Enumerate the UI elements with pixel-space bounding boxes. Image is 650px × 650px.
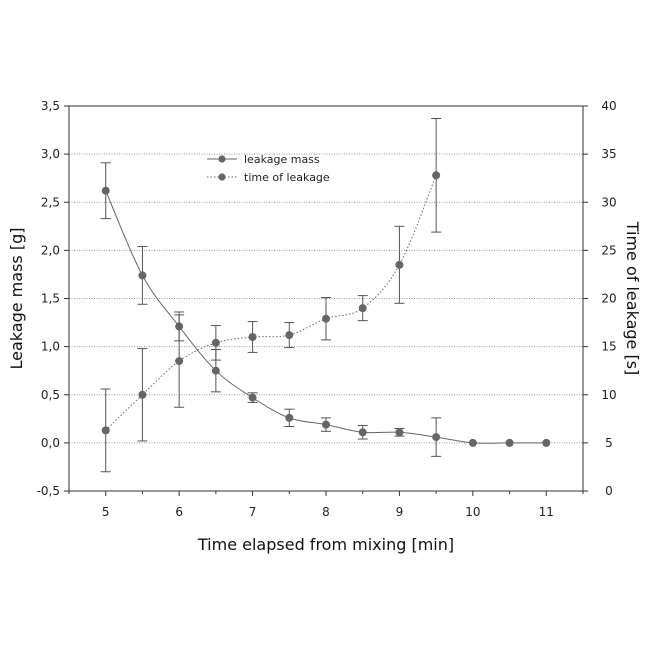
data-point bbox=[358, 428, 367, 437]
y2-tick-label: 0 bbox=[605, 484, 613, 498]
x-tick-label: 7 bbox=[249, 505, 257, 519]
legend-item-leakage-mass: leakage mass bbox=[207, 153, 320, 166]
y-tick-label: 1,5 bbox=[41, 292, 60, 306]
data-point bbox=[138, 390, 147, 399]
y2-tick-label: 25 bbox=[601, 243, 616, 257]
y-axis-label: Leakage mass [g] bbox=[7, 228, 26, 370]
data-point bbox=[285, 413, 294, 422]
x-tick-label: 8 bbox=[322, 505, 330, 519]
data-point bbox=[322, 420, 330, 429]
y2-tick-label: 40 bbox=[601, 99, 616, 113]
data-point bbox=[211, 338, 220, 347]
y2-tick-label: 10 bbox=[601, 388, 616, 402]
y-tick-label: 2,5 bbox=[41, 195, 60, 209]
y-axis-ticks: -0,5 0,0 0,5 1,0 1,5 2,0 2,5 3,0 3,5 bbox=[37, 99, 69, 498]
y-tick-label: 2,0 bbox=[41, 243, 60, 257]
legend-label-leakage-mass: leakage mass bbox=[244, 153, 320, 166]
y-tick-label: 0,5 bbox=[41, 388, 60, 402]
grid-lines bbox=[69, 153, 583, 444]
data-point bbox=[505, 438, 514, 447]
data-point bbox=[211, 366, 220, 375]
data-point bbox=[138, 271, 147, 280]
data-point bbox=[248, 333, 257, 341]
legend: leakage mass time of leakage bbox=[207, 153, 330, 184]
series-group bbox=[100, 118, 551, 473]
y2-tick-label: 35 bbox=[601, 147, 616, 161]
data-point bbox=[101, 426, 110, 435]
x-tick-label: 6 bbox=[175, 505, 183, 519]
y-tick-label: -0,5 bbox=[37, 484, 60, 498]
y2-tick-label: 5 bbox=[605, 436, 613, 450]
data-point bbox=[432, 171, 441, 180]
y2-tick-label: 20 bbox=[601, 292, 616, 306]
data-point bbox=[101, 186, 110, 195]
y-tick-label: 3,5 bbox=[41, 99, 60, 113]
series-1 bbox=[100, 118, 442, 473]
x-tick-label: 11 bbox=[539, 505, 554, 519]
legend-marker-time-of-leakage bbox=[218, 173, 226, 181]
data-point bbox=[322, 314, 330, 323]
y-tick-label: 3,0 bbox=[41, 147, 60, 161]
data-point bbox=[248, 393, 257, 402]
x-axis-label: Time elapsed from mixing [min] bbox=[197, 535, 454, 554]
series-line bbox=[105, 175, 437, 431]
series-0 bbox=[100, 162, 551, 457]
x-tick-label: 10 bbox=[465, 505, 480, 519]
y2-tick-label: 15 bbox=[601, 340, 616, 354]
x-tick-label: 9 bbox=[396, 505, 404, 519]
x-tick-label: 5 bbox=[102, 505, 110, 519]
x-axis-ticks: 5 6 7 8 9 10 11 bbox=[68, 491, 584, 519]
y-tick-label: 0,0 bbox=[41, 436, 60, 450]
legend-marker-leakage-mass bbox=[218, 155, 226, 163]
data-point bbox=[358, 304, 367, 313]
y2-axis-label: Time of leakage [s] bbox=[623, 221, 642, 376]
legend-label-time-of-leakage: time of leakage bbox=[244, 171, 330, 184]
data-point bbox=[542, 438, 551, 447]
data-point bbox=[395, 428, 404, 437]
data-point bbox=[285, 331, 294, 340]
data-point bbox=[468, 438, 477, 447]
data-point bbox=[175, 357, 184, 366]
data-point bbox=[395, 260, 404, 269]
legend-item-time-of-leakage: time of leakage bbox=[207, 171, 330, 184]
y2-axis-ticks: 0 5 10 15 20 25 30 35 40 bbox=[583, 99, 617, 498]
data-point bbox=[432, 433, 441, 442]
y2-tick-label: 30 bbox=[601, 195, 616, 209]
y-tick-label: 1,0 bbox=[41, 340, 60, 354]
